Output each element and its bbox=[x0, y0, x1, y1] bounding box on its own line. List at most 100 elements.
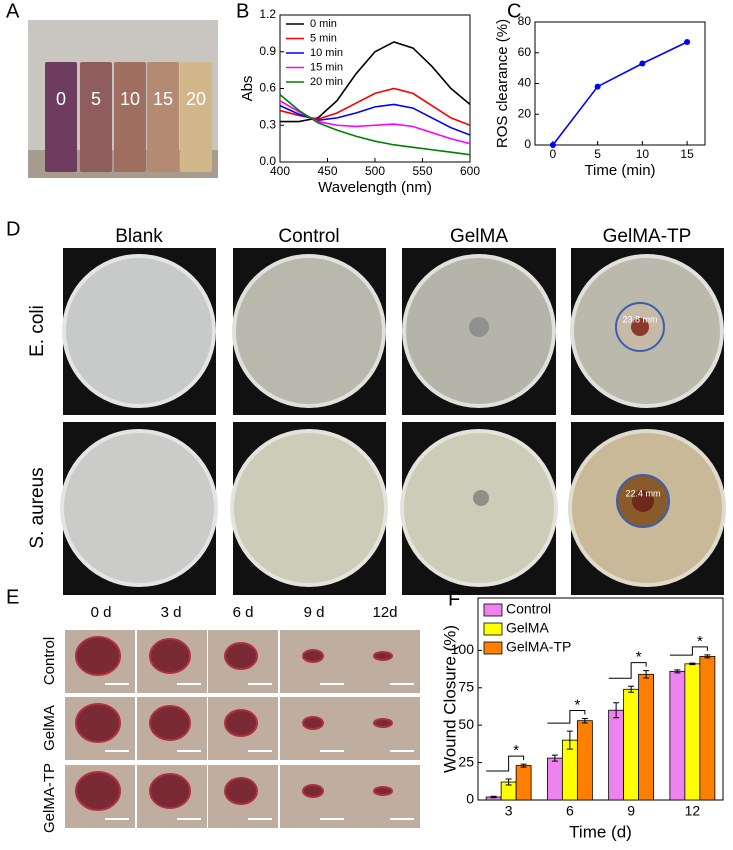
panel-label: E bbox=[6, 586, 19, 608]
panel-label: D bbox=[6, 218, 20, 240]
legend-label: 5 min bbox=[310, 32, 337, 44]
y-tick-label: 0 bbox=[524, 137, 531, 151]
y-tick-label: 25 bbox=[458, 753, 474, 769]
panel-label: B bbox=[236, 0, 249, 22]
photo-d bbox=[60, 248, 726, 595]
wound bbox=[75, 636, 121, 676]
significance-bracket bbox=[486, 755, 525, 772]
error-bar bbox=[490, 795, 497, 799]
bar bbox=[684, 663, 701, 801]
wound bbox=[224, 642, 258, 670]
column-header: 12d bbox=[372, 604, 397, 621]
error-bar bbox=[689, 662, 696, 666]
row-header: GelMA bbox=[41, 705, 58, 751]
legend-label: GelMA bbox=[506, 620, 549, 636]
wound bbox=[302, 649, 324, 663]
plot-frame bbox=[534, 21, 706, 146]
y-tick-label: 0.6 bbox=[259, 81, 276, 95]
y-tick-label: 100 bbox=[451, 641, 475, 657]
marker bbox=[639, 60, 646, 67]
wound bbox=[149, 638, 191, 674]
significance-bracket bbox=[608, 662, 647, 679]
x-tick-label: 9 bbox=[627, 803, 635, 819]
x-tick-label: 5 bbox=[594, 147, 601, 161]
wound bbox=[373, 718, 393, 728]
x-tick-label: 10 bbox=[636, 147, 650, 161]
row-header: E. coli bbox=[27, 305, 48, 357]
column-header: GelMA-TP bbox=[603, 226, 692, 247]
error-bar bbox=[674, 669, 681, 674]
plot-frame bbox=[279, 14, 471, 163]
error-bar bbox=[566, 730, 573, 750]
wound-photo bbox=[350, 765, 420, 828]
error-bar bbox=[551, 754, 558, 762]
line bbox=[280, 41, 471, 123]
y-tick-label: 0 bbox=[466, 791, 474, 807]
panel-label: F bbox=[448, 588, 460, 610]
bar bbox=[608, 709, 625, 801]
y-tick-label: 75 bbox=[458, 678, 474, 694]
bar bbox=[669, 670, 686, 801]
wound bbox=[373, 786, 393, 796]
y-tick-label: 40 bbox=[518, 76, 532, 90]
row-header: S. aureus bbox=[27, 467, 48, 548]
cuvette-label: 20 bbox=[186, 89, 206, 109]
y-tick-label: 0.3 bbox=[259, 117, 276, 131]
significance-label: * bbox=[574, 696, 580, 713]
row-header: Control bbox=[41, 637, 58, 685]
panel-labels: A B C D E F bbox=[6, 0, 521, 610]
y-tick-label: 50 bbox=[458, 716, 474, 732]
wound bbox=[75, 771, 121, 811]
significance-label: * bbox=[636, 649, 642, 666]
column-header: 3 d bbox=[161, 604, 182, 621]
x-tick-label: 550 bbox=[412, 164, 432, 178]
marker bbox=[549, 142, 556, 148]
error-bar bbox=[581, 717, 588, 724]
photo-e bbox=[65, 630, 420, 828]
x-axis-label: Time (d) bbox=[569, 822, 632, 841]
cuvette-label: 15 bbox=[153, 89, 173, 109]
legend-label: 15 min bbox=[310, 61, 343, 73]
marker bbox=[684, 38, 691, 45]
zone-label: 23.8 mm bbox=[622, 314, 657, 324]
x-axis-label: Time (min) bbox=[584, 162, 655, 179]
wound bbox=[302, 784, 324, 798]
y-tick-label: 0.0 bbox=[259, 154, 276, 168]
plot-frame bbox=[477, 597, 724, 801]
error-bar bbox=[613, 702, 620, 719]
line bbox=[552, 41, 688, 146]
cuvette-label: 0 bbox=[56, 89, 66, 109]
bar bbox=[576, 720, 593, 801]
legend-swatch bbox=[483, 622, 503, 636]
cuvette-label: 5 bbox=[91, 89, 101, 109]
error-bar bbox=[628, 685, 635, 693]
x-tick-label: 3 bbox=[505, 803, 513, 819]
column-header: Blank bbox=[115, 226, 163, 247]
x-tick-label: 500 bbox=[365, 164, 385, 178]
legend-label: 10 min bbox=[310, 47, 343, 59]
significance-bracket bbox=[547, 709, 586, 724]
x-tick-label: 450 bbox=[317, 164, 337, 178]
legend-label: 0 min bbox=[310, 18, 337, 30]
x-axis-label: Wavelength (nm) bbox=[318, 179, 432, 196]
error-bar bbox=[643, 670, 650, 679]
wound bbox=[149, 773, 191, 809]
wound bbox=[224, 777, 258, 805]
legend-label: GelMA-TP bbox=[506, 639, 571, 655]
x-tick-label: 12 bbox=[685, 803, 701, 819]
column-header: GelMA bbox=[450, 226, 508, 247]
error-bar bbox=[520, 763, 527, 768]
wound bbox=[224, 709, 258, 737]
y-tick-label: 0.9 bbox=[259, 44, 276, 58]
y-axis-label: Abs bbox=[239, 76, 256, 102]
error-bar bbox=[704, 654, 711, 659]
cuvette-label: 10 bbox=[120, 89, 140, 109]
legend-label: Control bbox=[506, 601, 551, 617]
column-header: 9 d bbox=[304, 604, 325, 621]
column-header: Control bbox=[278, 226, 339, 247]
bar bbox=[638, 673, 655, 801]
column-header: 6 d bbox=[233, 604, 254, 621]
y-tick-label: 20 bbox=[518, 106, 532, 120]
significance-label: * bbox=[697, 633, 703, 650]
